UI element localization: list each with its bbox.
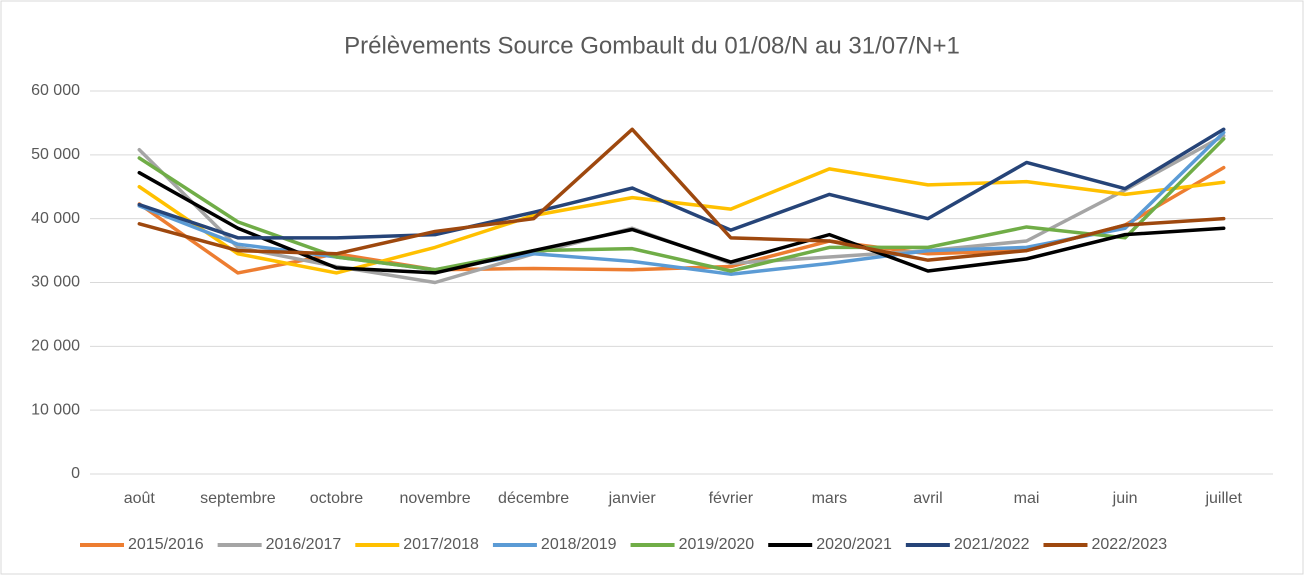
y-tick-label: 50 000: [31, 146, 80, 163]
x-tick-label: janvier: [608, 490, 657, 507]
y-tick-label: 10 000: [31, 401, 80, 418]
x-tick-label: mars: [812, 490, 848, 507]
chart-title: Prélèvements Source Gombault du 01/08/N …: [344, 32, 960, 59]
series-line: [137, 127, 1226, 262]
series-line: [137, 167, 1226, 275]
x-tick-label: août: [124, 490, 156, 507]
x-tick-label: novembre: [399, 490, 470, 507]
legend-label: 2017/2018: [403, 536, 479, 553]
y-tick-label: 0: [71, 465, 80, 482]
legend-label: 2016/2017: [266, 536, 342, 553]
legend-label: 2018/2019: [541, 536, 617, 553]
x-tick-label: mai: [1014, 490, 1040, 507]
legend-label: 2015/2016: [128, 536, 204, 553]
x-tick-label: février: [709, 490, 754, 507]
series-line: [137, 137, 1226, 273]
y-tick-label: 30 000: [31, 274, 80, 291]
x-tick-label: juin: [1112, 490, 1138, 507]
y-tick-label: 60 000: [31, 82, 80, 99]
x-tick-label: juillet: [1204, 490, 1242, 507]
legend-label: 2019/2020: [679, 536, 755, 553]
series-line: [137, 170, 1226, 275]
legend-label: 2021/2022: [954, 536, 1030, 553]
legend-label: 2022/2023: [1091, 536, 1167, 553]
x-tick-label: décembre: [498, 490, 569, 507]
x-tick-label: octobre: [310, 490, 363, 507]
legend-label: 2020/2021: [816, 536, 892, 553]
x-tick-label: avril: [913, 490, 942, 507]
y-tick-label: 20 000: [31, 338, 80, 355]
y-tick-label: 40 000: [31, 210, 80, 227]
x-tick-label: septembre: [200, 490, 276, 507]
series-line: [137, 127, 1226, 240]
